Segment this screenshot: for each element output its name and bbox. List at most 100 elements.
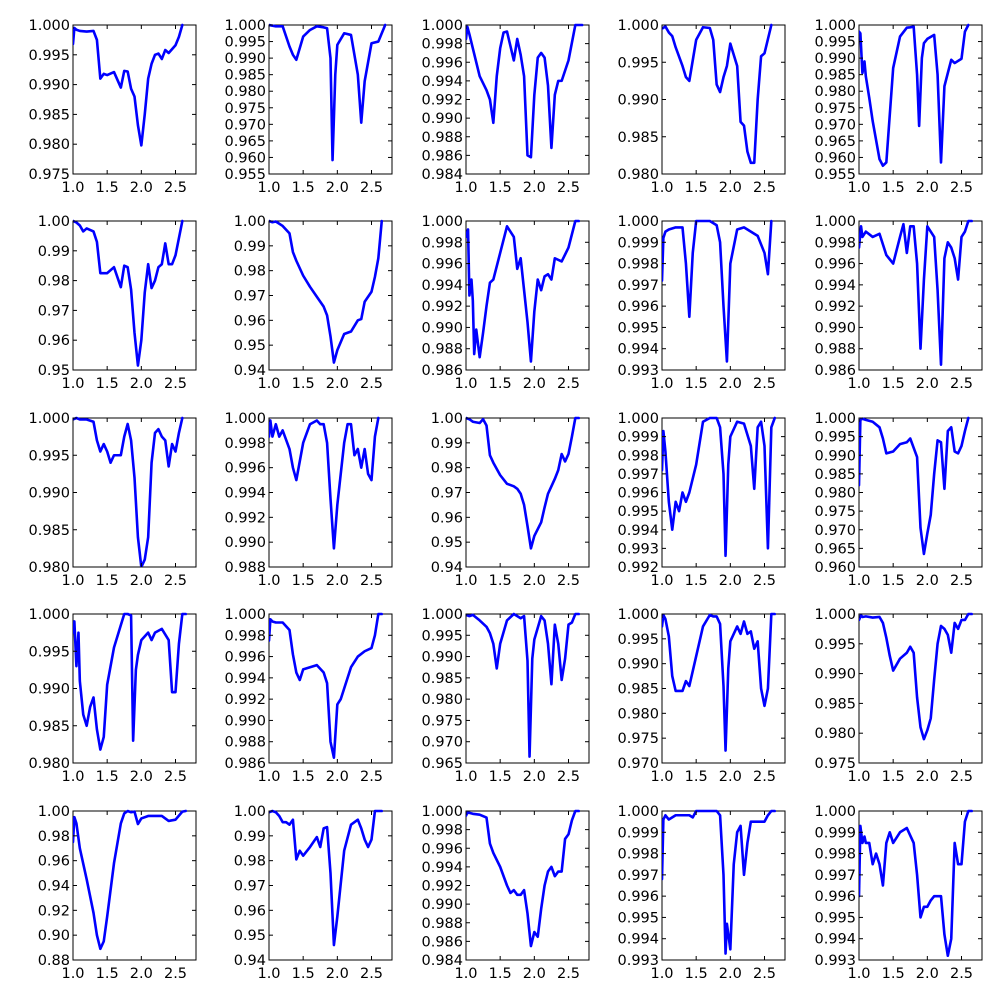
y-tick-label: 0.985 <box>421 671 463 687</box>
y-tick-label: 1.000 <box>814 411 856 427</box>
subplot-1-3: 1.0 1.5 2.0 2.5 0.984 0.986 0.988 0.990 0.992 0.9… <box>421 18 590 196</box>
subplot-5-5: 1.0 1.5 2.0 2.5 0.993 0.994 0.995 0.996 0.997 0.9… <box>814 804 983 982</box>
y-tick-label: 0.992 <box>421 879 463 895</box>
y-tick-label: 0.95 <box>234 338 266 354</box>
x-tick-label: 1.5 <box>489 769 512 785</box>
y-tick-label: 0.960 <box>814 150 856 166</box>
x-tick-label: 1.5 <box>685 573 708 589</box>
subplot-4-1: 1.0 1.5 2.0 2.5 0.980 0.985 0.990 0.995 1.000 <box>28 607 197 785</box>
x-tick-label: 2.5 <box>164 573 187 589</box>
x-tick-label: 1.0 <box>257 573 280 589</box>
x-tick-label: 1.0 <box>847 180 870 196</box>
y-tick-label: 0.96 <box>234 903 266 919</box>
x-tick-label: 1.0 <box>257 180 280 196</box>
y-tick-label: 0.95 <box>431 535 463 551</box>
y-tick-label: 0.970 <box>617 756 659 772</box>
x-tick-label: 1.0 <box>257 376 280 392</box>
x-tick-label: 1.5 <box>96 376 119 392</box>
data-series-line <box>73 23 184 147</box>
x-tick-label: 1.0 <box>847 769 870 785</box>
x-tick-label: 1.5 <box>489 180 512 196</box>
y-tick-label: 0.990 <box>814 667 856 683</box>
x-tick-label: 2.5 <box>360 573 383 589</box>
x-tick-label: 2.0 <box>916 180 939 196</box>
y-tick-label: 0.985 <box>224 68 266 84</box>
y-tick-label: 0.994 <box>224 671 266 687</box>
y-tick-label: 0.94 <box>234 953 266 969</box>
y-tick-label: 0.997 <box>617 467 659 483</box>
y-tick-label: 0.96 <box>38 854 70 870</box>
subplot-3-5: 1.0 1.5 2.0 2.5 0.960 0.965 0.970 0.975 0.980 0.9… <box>814 411 983 589</box>
y-tick-label: 0.994 <box>421 74 463 90</box>
y-tick-label: 0.995 <box>814 430 856 446</box>
x-tick-label: 1.5 <box>96 966 119 982</box>
y-tick-label: 0.980 <box>814 726 856 742</box>
y-tick-label: 0.998 <box>814 235 856 251</box>
y-tick-label: 0.994 <box>617 342 659 358</box>
y-tick-label: 0.990 <box>421 320 463 336</box>
x-tick-label: 2.0 <box>326 573 349 589</box>
y-tick-label: 0.98 <box>38 829 70 845</box>
y-tick-label: 0.980 <box>814 486 856 502</box>
subplot-2-4: 1.0 1.5 2.0 2.5 0.993 0.994 0.995 0.996 0.997 0.9… <box>617 214 786 392</box>
y-tick-label: 1.000 <box>421 214 463 230</box>
y-tick-label: 0.965 <box>814 134 856 150</box>
x-tick-label: 2.0 <box>130 573 153 589</box>
x-tick-label: 1.5 <box>882 769 905 785</box>
y-tick-label: 1.00 <box>234 804 266 820</box>
x-tick-label: 2.0 <box>916 769 939 785</box>
y-tick-label: 0.996 <box>617 299 659 315</box>
x-tick-label: 2.0 <box>719 966 742 982</box>
y-tick-label: 1.000 <box>224 607 266 623</box>
y-tick-label: 0.994 <box>224 486 266 502</box>
y-tick-label: 1.000 <box>617 804 659 820</box>
y-tick-label: 0.996 <box>421 257 463 273</box>
y-tick-label: 1.000 <box>421 804 463 820</box>
x-tick-label: 1.5 <box>96 180 119 196</box>
data-series-line <box>859 219 974 366</box>
y-tick-label: 0.985 <box>617 130 659 146</box>
y-tick-label: 0.986 <box>421 363 463 379</box>
y-tick-label: 0.998 <box>617 257 659 273</box>
y-tick-label: 1.000 <box>28 607 70 623</box>
y-tick-label: 0.996 <box>617 889 659 905</box>
y-tick-label: 0.993 <box>617 541 659 557</box>
axes-frame <box>858 613 983 764</box>
y-tick-label: 0.99 <box>234 829 266 845</box>
y-tick-label: 1.000 <box>28 18 70 34</box>
x-tick-label: 1.0 <box>650 573 673 589</box>
x-tick-label: 1.5 <box>292 966 315 982</box>
y-tick-label: 0.992 <box>814 299 856 315</box>
y-tick-label: 0.980 <box>617 706 659 722</box>
y-tick-label: 0.999 <box>617 235 659 251</box>
y-tick-label: 0.995 <box>617 320 659 336</box>
x-tick-label: 2.0 <box>326 966 349 982</box>
data-series-line <box>859 23 970 168</box>
y-tick-label: 0.975 <box>814 101 856 117</box>
axes-frame <box>858 810 983 961</box>
y-tick-label: 0.993 <box>617 953 659 969</box>
y-tick-label: 0.985 <box>617 682 659 698</box>
subplot-1-4: 1.0 1.5 2.0 2.5 0.980 0.985 0.990 0.995 1.000 <box>617 18 786 196</box>
x-tick-label: 1.5 <box>489 573 512 589</box>
y-tick-label: 0.994 <box>814 278 856 294</box>
x-tick-label: 2.5 <box>557 769 580 785</box>
y-tick-label: 0.975 <box>617 731 659 747</box>
x-tick-label: 1.0 <box>650 376 673 392</box>
y-tick-label: 0.980 <box>28 756 70 772</box>
x-tick-label: 2.5 <box>950 180 973 196</box>
x-tick-label: 1.0 <box>61 573 84 589</box>
data-series-line <box>859 416 970 556</box>
x-tick-label: 2.0 <box>719 769 742 785</box>
y-tick-label: 0.988 <box>421 342 463 358</box>
y-tick-label: 0.990 <box>224 713 266 729</box>
y-tick-label: 0.980 <box>28 560 70 576</box>
y-tick-label: 0.90 <box>38 928 70 944</box>
x-tick-label: 1.0 <box>650 966 673 982</box>
y-tick-label: 0.998 <box>224 628 266 644</box>
x-tick-label: 2.5 <box>557 573 580 589</box>
y-tick-label: 0.95 <box>38 363 70 379</box>
y-tick-label: 0.998 <box>224 436 266 452</box>
x-tick-label: 2.5 <box>557 376 580 392</box>
y-tick-label: 1.000 <box>421 18 463 34</box>
